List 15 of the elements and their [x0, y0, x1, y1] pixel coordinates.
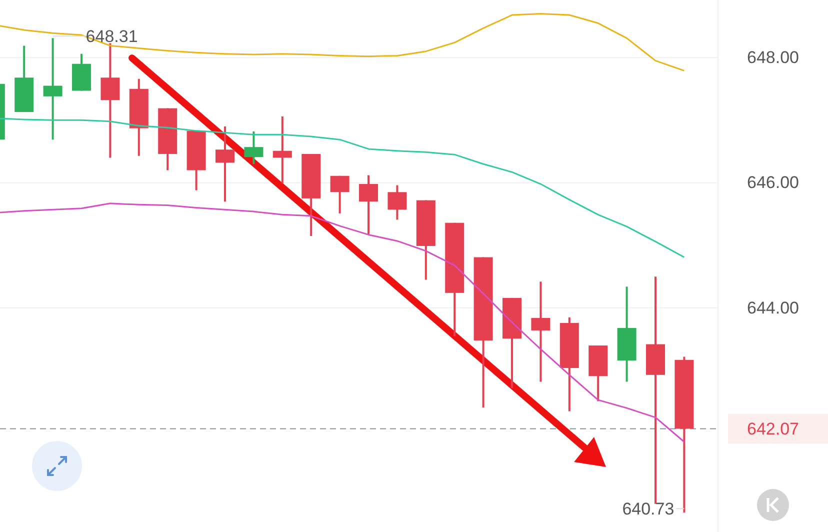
candlestick: [43, 37, 62, 141]
annotation: 648.31: [86, 27, 138, 46]
y-tick-label: 644.00: [747, 298, 799, 318]
candlestick: [531, 280, 550, 383]
candlestick: [272, 115, 292, 184]
ref-line-label: 642.07: [747, 420, 799, 439]
candlestick: [388, 184, 407, 221]
candlestick: [330, 174, 350, 214]
y-tick-label: 646.00: [747, 173, 799, 192]
candlestick: [216, 125, 234, 203]
annotation: 640.73: [622, 500, 674, 519]
candlestick: [359, 174, 378, 236]
candlestick: [244, 130, 264, 165]
candlestick: [100, 42, 120, 159]
y-tick-label: 648.00: [747, 48, 799, 68]
